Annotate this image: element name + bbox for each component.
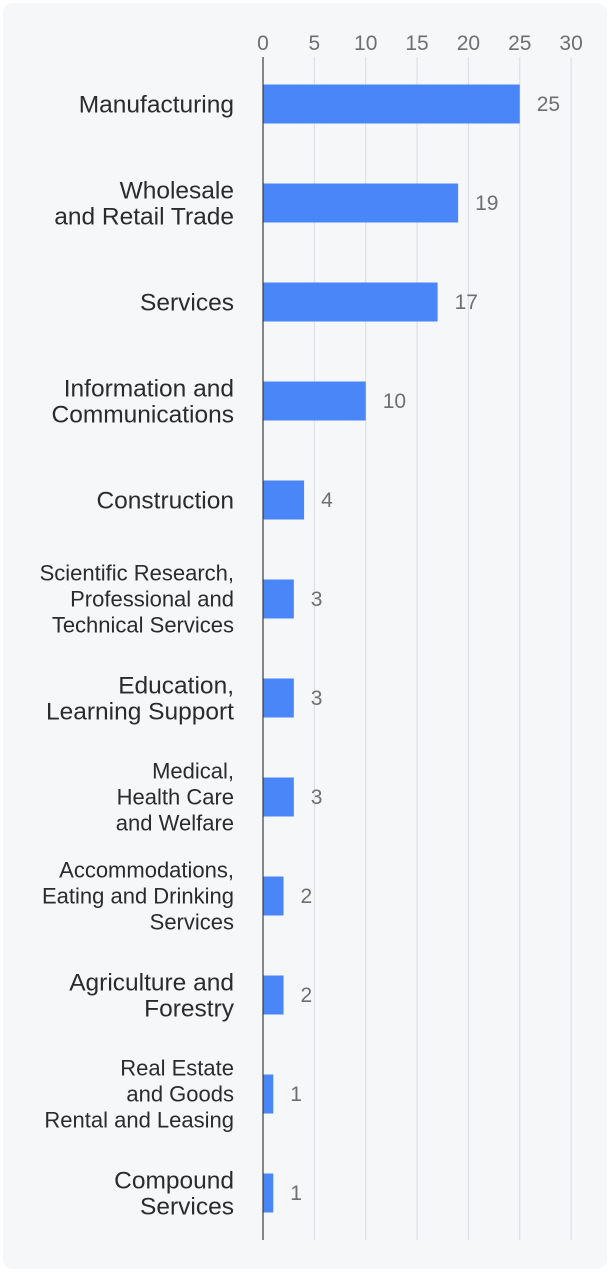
category-label: Manufacturing (79, 91, 234, 118)
category-label-line: Real Estate (120, 1055, 234, 1080)
category-label-line: Health Care (117, 784, 234, 809)
bar-value-label: 3 (311, 786, 323, 809)
bar-value-label: 1 (290, 1083, 302, 1106)
category-label: Scientific Research, Professional and Tech… (40, 560, 234, 637)
category-label: Wholesale and Retail Trade (54, 177, 234, 230)
category-label-line: Wholesale (120, 177, 234, 204)
x-tick-label: 10 (354, 32, 377, 55)
category-label-line: Medical, (152, 758, 234, 783)
x-axis-ticks: 0 5 10 15 20 25 30 (257, 32, 583, 55)
x-tick-label: 5 (309, 32, 321, 55)
bars (263, 84, 520, 1213)
category-label-line: and Retail Trade (54, 203, 234, 230)
x-tick-label: 25 (508, 32, 531, 55)
bar (263, 282, 438, 322)
x-tick-label: 30 (559, 32, 582, 55)
bar-value-label: 1 (290, 1182, 302, 1205)
category-label: Medical, Health Care and Welfare (116, 758, 234, 835)
category-label-line: Rental and Leasing (44, 1107, 234, 1132)
bar-value-label: 25 (537, 93, 560, 116)
category-label-line: Communications (52, 401, 234, 428)
bar (263, 1074, 274, 1114)
category-label-line: Scientific Research, (40, 560, 234, 585)
category-label-line: Services (150, 909, 234, 934)
bar (263, 381, 366, 421)
category-label-line: Professional and (70, 586, 234, 611)
category-labels: Manufacturing Wholesale and Retail Trade Se… (40, 91, 235, 1220)
bar (263, 1173, 274, 1213)
bar-value-label: 3 (311, 588, 323, 611)
bar (263, 480, 305, 520)
bar (263, 84, 520, 124)
bar-value-label: 2 (301, 984, 313, 1007)
category-label-line: Manufacturing (79, 91, 234, 118)
x-tick-label: 15 (405, 32, 428, 55)
category-label: Compound Services (114, 1167, 234, 1220)
category-label: Education, Learning Support (46, 672, 234, 725)
category-label-line: Technical Services (52, 612, 234, 637)
bar (263, 678, 294, 718)
bar-value-label: 10 (383, 390, 406, 413)
category-label-line: and Goods (126, 1081, 234, 1106)
bar (263, 876, 284, 916)
bar-value-label: 17 (455, 291, 478, 314)
category-label-line: Services (140, 1193, 234, 1220)
category-label-line: Education, (118, 672, 234, 699)
category-label-line: Information and (64, 375, 234, 402)
category-label: Agriculture and Forestry (69, 969, 235, 1022)
value-labels: 25 19 17 10 4 3 3 3 2 2 1 1 (290, 93, 560, 1205)
bar-value-label: 3 (311, 687, 323, 710)
bar (263, 777, 294, 817)
category-label-line: Accommodations, (59, 857, 234, 882)
category-label-line: Services (140, 289, 234, 316)
bar-value-label: 2 (301, 885, 313, 908)
category-label: Services (140, 289, 234, 316)
category-label-line: Eating and Drinking (42, 883, 234, 908)
category-label: Real Estate and Goods Rental and Leasing (44, 1055, 234, 1132)
bar (263, 183, 459, 223)
category-label-line: Compound (114, 1167, 234, 1194)
category-label-line: Agriculture and (69, 969, 234, 996)
category-label: Accommodations, Eating and Drinking Servic… (42, 857, 234, 934)
category-label: Construction (96, 487, 234, 514)
chart-background (3, 3, 607, 1269)
x-tick-label: 20 (457, 32, 480, 55)
category-label: Information and Communications (52, 375, 234, 428)
category-label-line: Construction (96, 487, 234, 514)
bar (263, 579, 294, 619)
bar (263, 975, 284, 1015)
category-label-line: Forestry (144, 995, 235, 1022)
category-label-line: and Welfare (116, 810, 234, 835)
grid-lines (313, 57, 572, 1240)
x-tick-label: 0 (257, 32, 269, 55)
category-label-line: Learning Support (46, 698, 234, 725)
bar-value-label: 4 (321, 489, 333, 512)
bar-value-label: 19 (475, 192, 498, 215)
